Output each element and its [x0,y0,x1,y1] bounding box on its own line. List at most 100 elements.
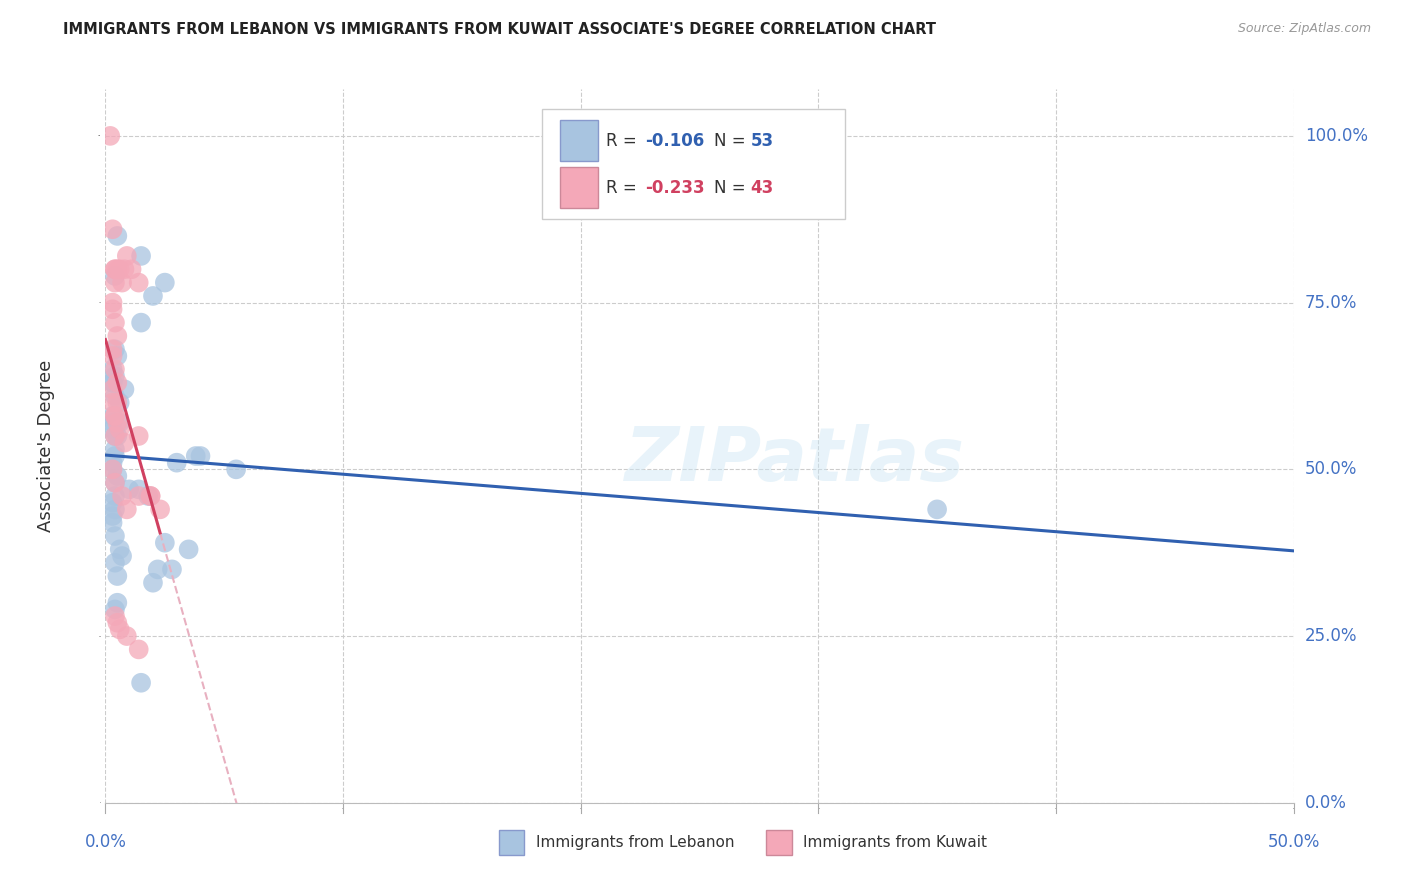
Point [105,262,128,277]
Point [115,629,138,643]
Point [105,329,128,343]
Point [128,276,150,290]
Point [149,502,172,516]
Point [108,416,131,430]
Point [142,289,165,303]
Point [177,542,200,557]
Point [101,496,124,510]
Point [105,615,128,630]
Point [101,295,124,310]
Point [128,429,150,443]
Point [101,376,124,390]
Point [104,489,127,503]
Point [104,362,127,376]
Text: 0.0%: 0.0% [1305,794,1347,812]
Point [101,422,124,436]
Point [101,349,124,363]
Text: 0.0%: 0.0% [84,833,127,851]
Point [111,489,134,503]
Point [101,456,124,470]
Point [104,262,127,277]
Point [104,368,127,383]
Point [105,596,128,610]
Point [105,395,128,409]
Point [98,128,121,143]
Point [166,456,188,470]
Point [114,382,136,396]
Point [153,276,176,290]
Point [129,249,152,263]
Point [104,449,127,463]
Text: R =: R = [606,132,641,150]
Text: Immigrants from Lebanon: Immigrants from Lebanon [536,836,734,850]
Point [101,409,124,423]
Point [101,395,124,409]
Point [101,362,124,376]
Point [104,556,127,570]
Point [105,349,128,363]
Text: IMMIGRANTS FROM LEBANON VS IMMIGRANTS FROM KUWAIT ASSOCIATE'S DEGREE CORRELATION: IMMIGRANTS FROM LEBANON VS IMMIGRANTS FR… [63,22,936,37]
Point [105,429,128,443]
Point [104,429,127,443]
Text: 100.0%: 100.0% [1305,127,1368,145]
Point [121,262,143,277]
Point [190,449,212,463]
Point [101,516,124,530]
Point [128,483,150,497]
Point [101,462,124,476]
Point [108,542,131,557]
Point [105,416,128,430]
Point [128,489,150,503]
Point [104,602,127,616]
Point [101,416,124,430]
Text: ZIPatlas: ZIPatlas [624,424,965,497]
Point [139,489,162,503]
Point [225,462,247,476]
Text: Source: ZipAtlas.com: Source: ZipAtlas.com [1237,22,1371,36]
Point [101,509,124,524]
Text: N =: N = [714,178,751,196]
Point [184,449,207,463]
Point [101,302,124,317]
Text: -0.106: -0.106 [645,132,704,150]
Point [101,376,124,390]
Text: 50.0%: 50.0% [1267,833,1320,851]
Point [104,475,127,490]
Point [105,376,128,390]
Point [128,642,150,657]
Point [139,489,162,503]
Point [104,409,127,423]
Text: Immigrants from Kuwait: Immigrants from Kuwait [803,836,987,850]
Point [101,462,124,476]
Point [925,502,948,516]
Text: Associate's Degree: Associate's Degree [37,359,55,533]
Text: 25.0%: 25.0% [1305,627,1357,645]
Point [108,395,131,409]
Point [104,276,127,290]
Point [104,502,127,516]
Text: N =: N = [714,132,751,150]
Point [114,262,136,277]
Point [104,409,127,423]
Point [101,343,124,357]
Text: 53: 53 [751,132,773,150]
Point [153,535,176,549]
Point [108,623,131,637]
Point [129,316,152,330]
Text: -0.233: -0.233 [645,178,704,196]
Point [104,262,127,277]
Point [142,575,165,590]
Point [104,442,127,457]
Point [108,262,131,277]
Point [104,343,127,357]
Point [101,382,124,396]
Text: 75.0%: 75.0% [1305,293,1357,311]
Point [115,249,138,263]
Point [104,475,127,490]
Point [105,469,128,483]
Point [129,675,152,690]
Point [104,268,127,283]
Point [136,489,159,503]
Point [108,422,131,436]
Point [104,429,127,443]
